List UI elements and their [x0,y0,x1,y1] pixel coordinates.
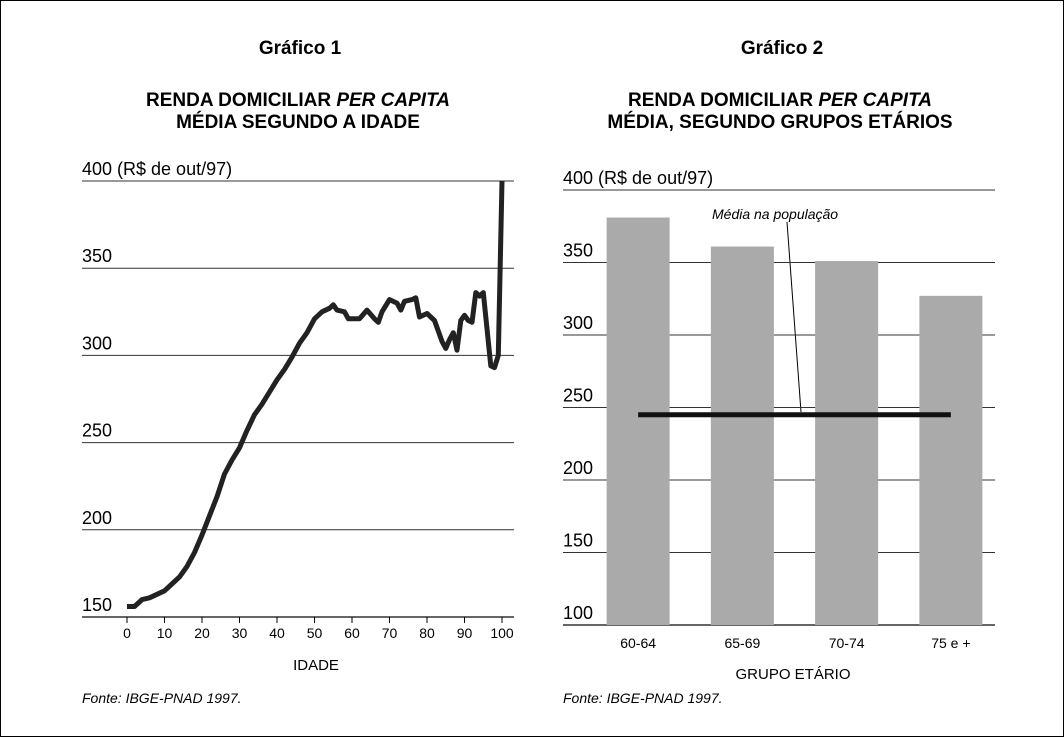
bar [606,217,670,626]
x-axis-label: GRUPO ETÁRIO [735,666,850,683]
title-part: PER CAPITA [818,90,932,111]
title-part: PER CAPITA [336,90,450,111]
chart-title: MÉDIA SEGUNDO A IDADE [176,111,420,133]
x-tick-label: 0 [123,625,131,641]
chart-title: RENDA DOMICILIAR PER CAPITA [146,90,450,111]
y-tick-label: 300 [82,333,112,353]
source: Fonte: IBGE-PNAD 1997. [82,690,242,706]
x-tick-label: 80 [419,625,435,641]
y-tick-label: 150 [563,531,593,551]
y-tick-label: 400 (R$ de out/97) [563,168,713,188]
y-tick-label: 150 [82,595,112,615]
x-axis-label: IDADE [293,657,339,674]
x-tick-label: 40 [269,625,285,641]
chart-title: RENDA DOMICILIAR PER CAPITA [628,90,932,111]
source: Fonte: IBGE-PNAD 1997. [563,690,723,706]
y-tick-label: 250 [563,386,593,406]
title-part: RENDA DOMICILIAR [146,90,336,111]
bar [815,261,879,625]
y-tick-label: 350 [82,246,112,266]
x-tick-label: 100 [490,625,514,641]
x-tick-label: 20 [194,625,210,641]
chart-title: MÉDIA, SEGUNDO GRUPOS ETÁRIOS [607,111,952,133]
leader-line [786,221,802,413]
y-tick-label: 250 [82,421,112,441]
x-tick-label: 50 [307,625,323,641]
y-tick-label: 200 [563,458,593,478]
x-tick-label: 65-69 [724,635,760,651]
y-tick-label: 100 [563,603,593,623]
x-tick-label: 10 [157,625,173,641]
y-tick-label: 400 (R$ de out/97) [82,159,232,179]
x-tick-label: 60 [344,625,360,641]
x-tick-label: 70 [382,625,398,641]
x-tick-label: 70-74 [829,635,865,651]
x-tick-label: 60-64 [620,635,656,651]
chart-label: Gráfico 1 [259,38,342,59]
x-tick-label: 75 e + [931,635,970,651]
annotation: Média na população [712,206,838,222]
bar [919,295,983,625]
chart-label: Gráfico 2 [741,38,823,59]
y-tick-label: 350 [563,241,593,261]
title-part: RENDA DOMICILIAR [628,90,818,111]
x-tick-label: 90 [457,625,473,641]
y-tick-label: 300 [563,313,593,333]
data-line [127,180,505,609]
bar [710,246,774,626]
x-tick-label: 30 [232,625,248,641]
y-tick-label: 200 [82,508,112,528]
